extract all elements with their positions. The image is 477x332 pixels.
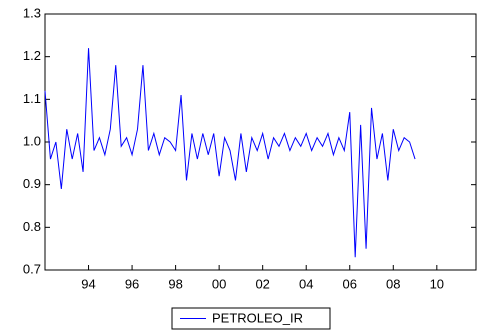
x-tick-label: 06 (343, 276, 357, 291)
x-tick-label: 08 (386, 276, 400, 291)
y-tick-label: 1.0 (23, 133, 41, 148)
data-line (44, 48, 416, 258)
x-tick-label: 02 (255, 276, 269, 291)
y-tick-label: 0.7 (23, 261, 41, 276)
x-tick-label: 10 (430, 276, 444, 291)
legend-label: PETROLEO_IR (212, 310, 303, 325)
legend-box (171, 307, 331, 330)
y-tick-label: 0.8 (23, 219, 41, 234)
x-tick-label: 94 (81, 276, 95, 291)
x-tick-label: 00 (212, 276, 226, 291)
y-tick-label: 1.1 (23, 91, 41, 106)
x-tick-label: 96 (125, 276, 139, 291)
y-tick-label: 0.9 (23, 176, 41, 191)
plot-frame (44, 13, 477, 271)
x-tick-label: 98 (168, 276, 182, 291)
x-tick-label: 04 (299, 276, 313, 291)
y-tick-label: 1.2 (23, 48, 41, 63)
y-tick-label: 1.3 (23, 5, 41, 20)
